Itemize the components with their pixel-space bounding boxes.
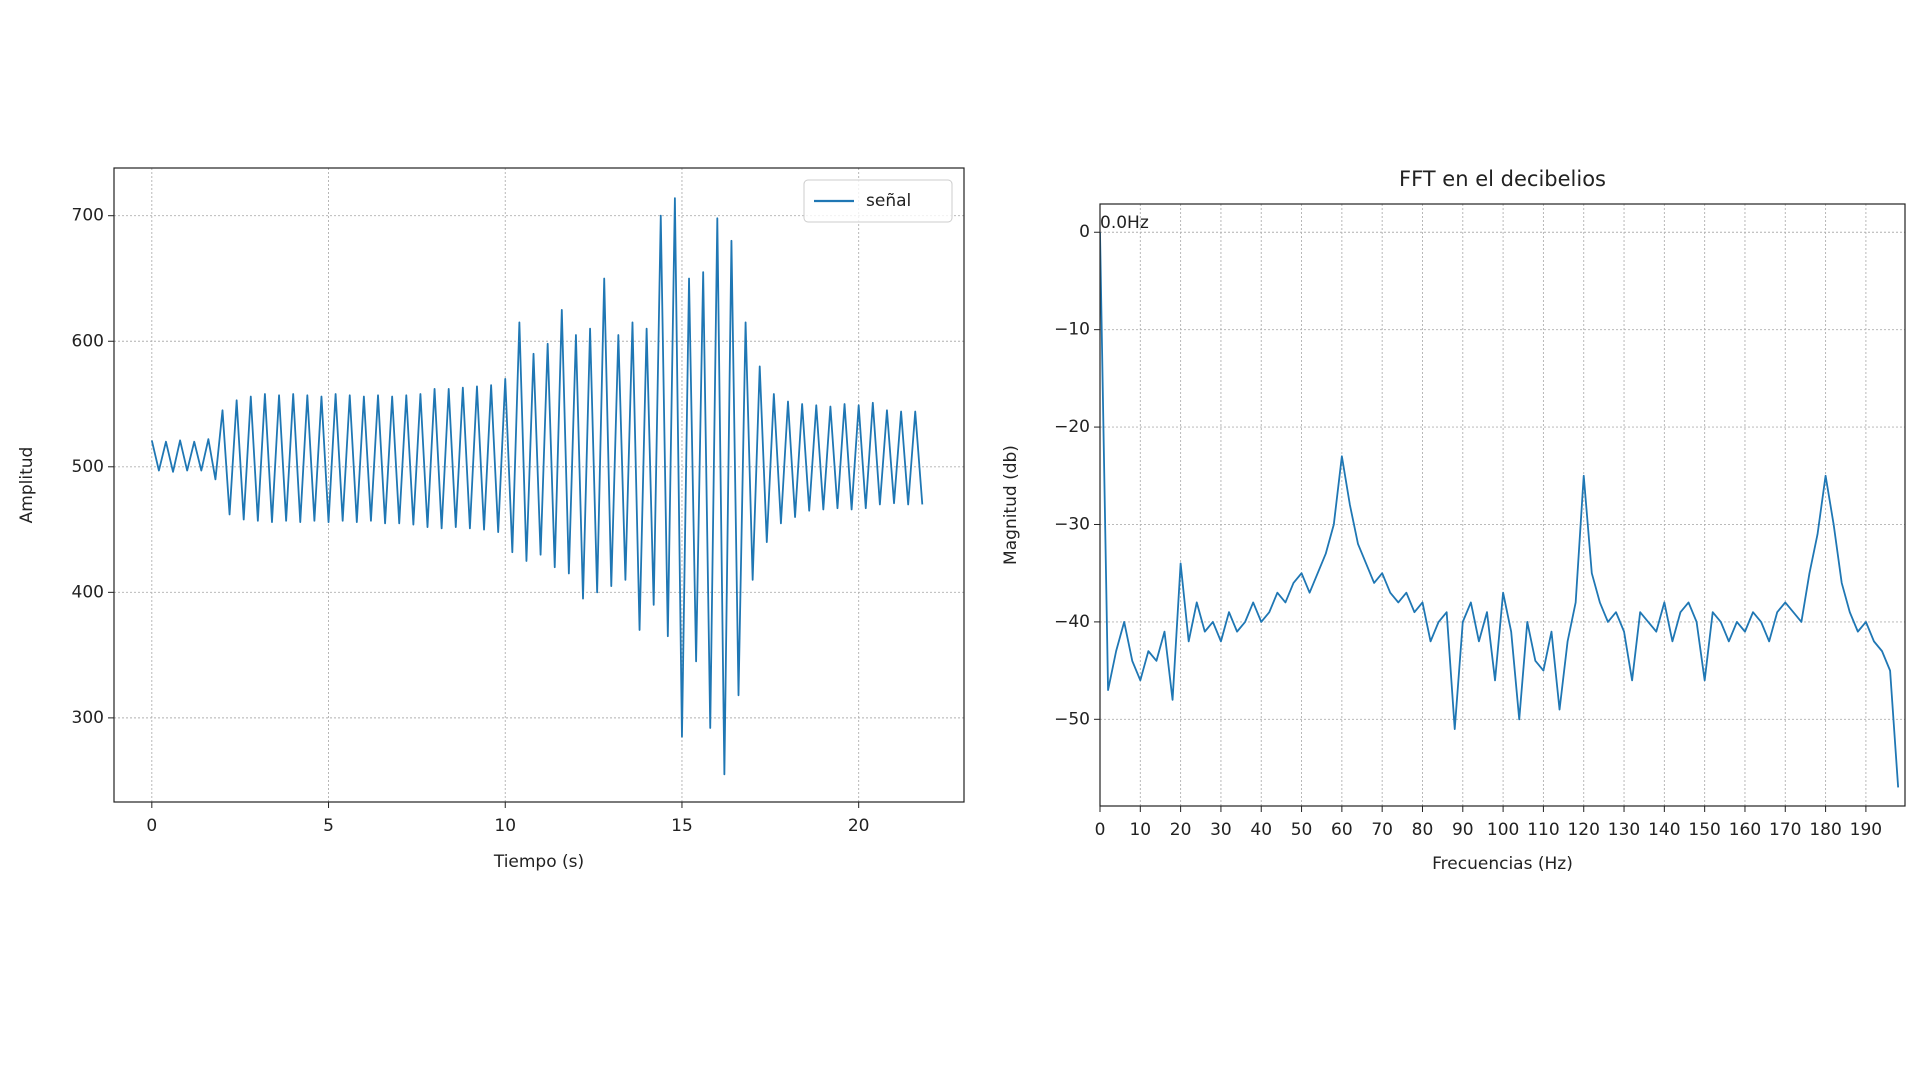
y-tick-label: 0 xyxy=(1079,222,1090,242)
x-tick-label: 160 xyxy=(1729,820,1761,840)
y-tick-label: 600 xyxy=(72,331,104,351)
legend-box xyxy=(803,179,953,223)
x-tick-label: 5 xyxy=(323,816,334,836)
y-tick-label: −40 xyxy=(1054,612,1090,632)
x-tick-label: 60 xyxy=(1331,820,1353,840)
x-tick-label: 10 xyxy=(1129,820,1151,840)
plot-area xyxy=(1100,232,1900,788)
y-tick-label: −20 xyxy=(1054,417,1090,437)
axes-frame xyxy=(1099,203,1906,807)
x-tick-label: 80 xyxy=(1412,820,1434,840)
axes-frame xyxy=(113,167,965,803)
x-tick-label: 180 xyxy=(1809,820,1841,840)
x-tick-label: 120 xyxy=(1567,820,1599,840)
x-tick-label: 20 xyxy=(848,816,870,836)
x-tick-label: 100 xyxy=(1487,820,1519,840)
x-tick-label: 0 xyxy=(1095,820,1106,840)
y-axis-label: Magnitud (db) xyxy=(1001,445,1021,565)
legend-label: señal xyxy=(866,191,911,211)
x-axis-label: Tiempo (s) xyxy=(493,852,584,872)
y-tick-label: −10 xyxy=(1054,320,1090,340)
chart-title: FFT en el decibelios xyxy=(1399,167,1606,191)
x-tick-label: 170 xyxy=(1769,820,1801,840)
x-tick-label: 50 xyxy=(1291,820,1313,840)
y-tick-label: 500 xyxy=(72,457,104,477)
data-line xyxy=(1100,232,1900,788)
x-tick-label: 150 xyxy=(1688,820,1720,840)
y-tick-label: −50 xyxy=(1054,709,1090,729)
y-axis-label: Amplitud xyxy=(17,447,37,524)
data-line xyxy=(150,197,924,776)
x-tick-label: 15 xyxy=(671,816,693,836)
y-tick-label: 700 xyxy=(72,206,104,226)
annotation: 0.0Hz xyxy=(1100,213,1149,233)
x-tick-label: 0 xyxy=(146,816,157,836)
x-tick-label: 70 xyxy=(1371,820,1393,840)
x-tick-label: 40 xyxy=(1250,820,1272,840)
x-tick-label: 110 xyxy=(1527,820,1559,840)
x-axis-label: Frecuencias (Hz) xyxy=(1432,854,1573,874)
x-tick-label: 130 xyxy=(1608,820,1640,840)
x-tick-label: 30 xyxy=(1210,820,1232,840)
y-tick-label: 400 xyxy=(72,582,104,602)
y-tick-label: −30 xyxy=(1054,514,1090,534)
x-tick-label: 20 xyxy=(1170,820,1192,840)
x-tick-label: 140 xyxy=(1648,820,1680,840)
y-tick-label: 300 xyxy=(72,708,104,728)
x-tick-label: 190 xyxy=(1850,820,1882,840)
x-tick-label: 90 xyxy=(1452,820,1474,840)
x-tick-label: 10 xyxy=(494,816,516,836)
plot-area xyxy=(150,197,924,776)
